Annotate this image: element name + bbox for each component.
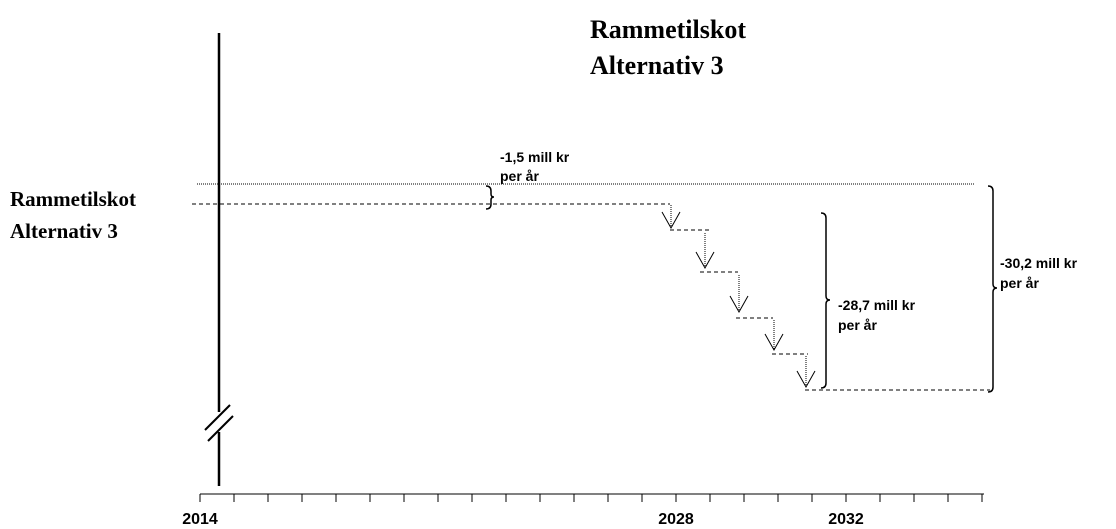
annotation: per år (500, 168, 539, 184)
time-ticks (199, 494, 983, 502)
title: Alternativ 3 (590, 51, 724, 80)
title: Rammetilskot (590, 15, 746, 44)
annotation: per år (1000, 275, 1039, 291)
annotation: per år (838, 317, 877, 333)
axis-label: 2014 (182, 511, 218, 528)
level-label: Alternativ 3 (10, 219, 118, 243)
axis-label: 2032 (828, 511, 864, 528)
staircase (670, 229, 990, 391)
level-label: Rammetilskot (10, 187, 136, 211)
axis-label: 2028 (658, 511, 694, 528)
annotation: -30,2 mill kr (1000, 255, 1078, 271)
axis-break (207, 415, 234, 442)
axis-break (204, 404, 231, 431)
brace (820, 212, 831, 389)
annotation: -28,7 mill kr (838, 297, 916, 313)
brace (987, 185, 998, 393)
arrows (661, 205, 816, 389)
brace (485, 185, 495, 210)
annotation: -1,5 mill kr (500, 149, 570, 165)
